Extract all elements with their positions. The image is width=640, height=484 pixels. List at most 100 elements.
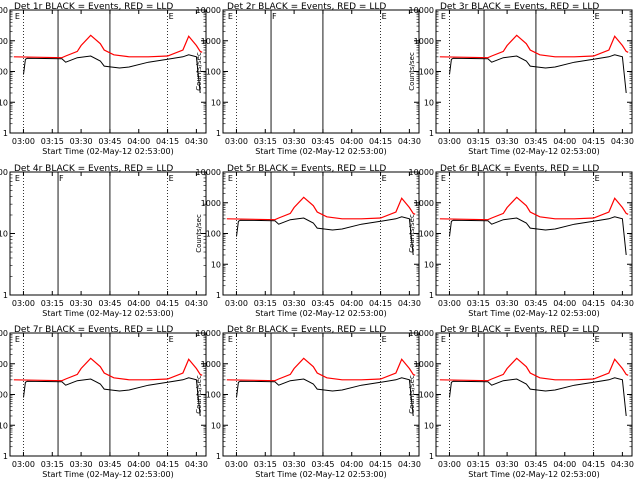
plot-frame (222, 9, 420, 134)
interval-marker-label: E (382, 335, 387, 344)
x-tick-label: 03:00 (225, 137, 248, 146)
y-axis-label: Counts/sec (408, 375, 416, 414)
chart-panel: Det 3r BLACK = Events, RED = LLD 03:00 03:… (408, 2, 634, 156)
plot-frame (435, 171, 633, 296)
x-tick-label: 04:30 (398, 460, 421, 469)
y-tick-label: 100 (419, 230, 434, 239)
x-tick-label: 03:30 (496, 460, 519, 469)
plot-frame (222, 332, 420, 457)
y-tick-label: 1 (216, 452, 221, 461)
y-axis-label: Counts/sec (195, 52, 203, 91)
y-tick-label: 1 (429, 129, 434, 138)
x-tick-label: 03:30 (70, 460, 93, 469)
y-tick-label: 10 (211, 260, 221, 269)
interval-marker-label: E (441, 335, 446, 344)
interval-marker-label: E (169, 12, 174, 21)
y-tick-label: 1 (3, 291, 8, 300)
chart-title: Det 3r BLACK = Events, RED = LLD (440, 2, 599, 12)
y-tick-label: 1 (216, 129, 221, 138)
x-tick-label: 04:15 (156, 299, 179, 308)
x-tick-label: 03:45 (98, 299, 121, 308)
interval-marker-label: E (228, 12, 233, 21)
chart-panel: Det 7r BLACK = Events, RED = LLD 03:00 03:… (0, 325, 208, 479)
x-tick-label: 04:15 (369, 299, 392, 308)
x-axis-label: Start Time (02-May-12 02:53:00) (42, 147, 173, 156)
interval-marker-label: E (595, 335, 600, 344)
interval-marker-label: E (15, 335, 20, 344)
interval-marker-label: E (169, 174, 174, 183)
y-axis-label: Counts/sec (408, 214, 416, 253)
x-tick-label: 04:00 (553, 299, 576, 308)
y-axis-label: Counts/sec (408, 52, 416, 91)
x-tick-label: 03:15 (41, 299, 64, 308)
x-tick-label: 03:15 (254, 460, 277, 469)
x-tick-label: 04:00 (127, 299, 150, 308)
y-tick-label: 1 (216, 291, 221, 300)
lld-series-line (439, 196, 629, 221)
y-tick-label: 1000 (414, 199, 434, 208)
y-tick-label: 1 (3, 129, 8, 138)
x-tick-label: 04:00 (127, 137, 150, 146)
x-tick-label: 03:15 (41, 460, 64, 469)
lld-series-line (226, 357, 416, 382)
y-axis-label: Counts/sec (195, 214, 203, 253)
chart-title: Det 4r BLACK = Events, RED = LLD (14, 164, 173, 174)
x-tick-label: 03:30 (496, 299, 519, 308)
y-tick-label: 1000 (201, 37, 221, 46)
x-axis-label: Start Time (02-May-12 02:53:00) (255, 147, 386, 156)
interval-marker-label: F (272, 12, 277, 21)
lld-series-line (439, 357, 629, 382)
x-tick-label: 03:15 (254, 299, 277, 308)
y-tick-label: 10000 (409, 168, 434, 177)
y-tick-label: 1 (429, 291, 434, 300)
y-tick-label: 100 (0, 168, 8, 177)
y-tick-label: 10000 (409, 6, 434, 15)
chart-panel: Det 6r BLACK = Events, RED = LLD 03:00 03:… (408, 164, 634, 318)
chart-title: Det 7r BLACK = Events, RED = LLD (14, 325, 173, 335)
chart-title: Det 6r BLACK = Events, RED = LLD (440, 164, 599, 174)
y-tick-label: 10000 (196, 168, 221, 177)
chart-panel: Det 2r BLACK = Events, RED = LLD 03:00 03:… (195, 2, 421, 156)
y-tick-label: 1000 (414, 37, 434, 46)
y-tick-label: 1 (429, 452, 434, 461)
chart-title: Det 2r BLACK = Events, RED = LLD (227, 2, 386, 12)
lld-series-line (13, 357, 203, 382)
events-series-line (449, 216, 627, 256)
x-tick-label: 03:45 (524, 460, 547, 469)
plot-frame (9, 171, 207, 296)
x-tick-label: 03:00 (12, 137, 35, 146)
x-tick-label: 03:30 (496, 137, 519, 146)
plot-frame (435, 9, 633, 134)
x-tick-label: 04:15 (156, 460, 179, 469)
x-tick-label: 03:15 (467, 137, 490, 146)
x-tick-label: 03:15 (467, 460, 490, 469)
x-axis-label: Start Time (02-May-12 02:53:00) (468, 147, 599, 156)
x-tick-label: 03:00 (225, 299, 248, 308)
x-tick-label: 04:30 (185, 299, 208, 308)
x-tick-label: 03:30 (70, 299, 93, 308)
x-tick-label: 04:15 (582, 460, 605, 469)
y-tick-label: 1000 (0, 37, 8, 46)
y-tick-label: 100 (0, 391, 8, 400)
y-tick-label: 10 (211, 421, 221, 430)
chart-panel: Det 8r BLACK = Events, RED = LLD 03:00 03:… (195, 325, 421, 479)
x-tick-label: 03:45 (311, 137, 334, 146)
x-tick-label: 03:45 (98, 460, 121, 469)
lld-series-line (13, 34, 203, 59)
x-tick-label: 03:15 (254, 137, 277, 146)
x-tick-label: 03:30 (283, 460, 306, 469)
y-tick-label: 1 (3, 452, 8, 461)
y-tick-label: 10 (0, 98, 8, 107)
interval-marker-label: E (441, 12, 446, 21)
y-tick-label: 100 (206, 391, 221, 400)
lld-series-line (439, 34, 629, 59)
plot-frame (222, 171, 420, 296)
x-tick-label: 04:30 (185, 137, 208, 146)
x-tick-label: 03:00 (12, 299, 35, 308)
y-tick-label: 1000 (201, 360, 221, 369)
y-tick-label: 10 (424, 421, 434, 430)
y-tick-label: 10 (424, 98, 434, 107)
x-tick-label: 03:00 (438, 460, 461, 469)
